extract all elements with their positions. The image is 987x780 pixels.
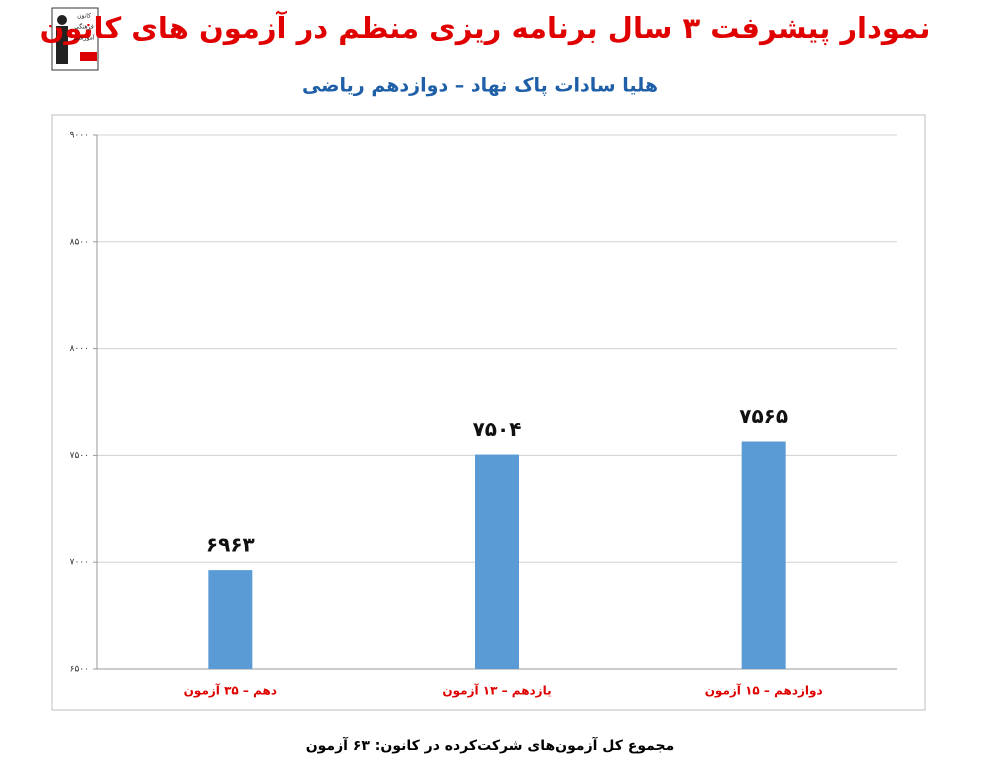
y-tick-label: ۸۰۰۰: [70, 344, 89, 354]
x-tick-label: دهم – ۳۵ آزمون: [184, 683, 277, 699]
y-tick-label: ۹۰۰۰: [70, 131, 89, 141]
bar: [741, 441, 786, 669]
x-tick-label: یازدهم – ۱۳ آزمون: [442, 683, 551, 699]
value-label: ۷۵۰۴: [473, 417, 522, 441]
logo-text: آموزشی: [74, 33, 95, 42]
chart-subtitle: هلیا سادات پاک نهاد – دوازدهم ریاضی: [302, 75, 658, 97]
x-tick-label: دوازدهم – ۱۵ آزمون: [705, 683, 823, 699]
bar: [475, 454, 519, 669]
logo-body: [56, 26, 68, 64]
y-tick-label: ۶۵۰۰: [70, 665, 89, 675]
y-tick-label: ۸۵۰۰: [70, 237, 89, 247]
plot-frame: [51, 114, 926, 711]
value-label: ۷۵۶۵: [739, 404, 788, 428]
logo: [51, 7, 99, 71]
logo-head: [57, 15, 67, 25]
y-tick-label: ۷۰۰۰: [70, 558, 89, 568]
logo-text: کانون: [77, 13, 91, 20]
chart-title: نمودار پیشرفت ۳ سال برنامه ریزی منظم در …: [40, 10, 931, 46]
logo-text: فرهنگی: [74, 23, 94, 31]
footnote: مجموع کل آزمون‌های شرکت‌کرده در کانون: ۶…: [306, 736, 675, 754]
logo-badge: [80, 52, 97, 61]
bar: [208, 570, 253, 669]
logo-text: قلم‌چی: [75, 46, 93, 53]
y-tick-label: ۷۵۰۰: [70, 451, 89, 461]
value-label: ۶۹۶۳: [206, 533, 255, 557]
